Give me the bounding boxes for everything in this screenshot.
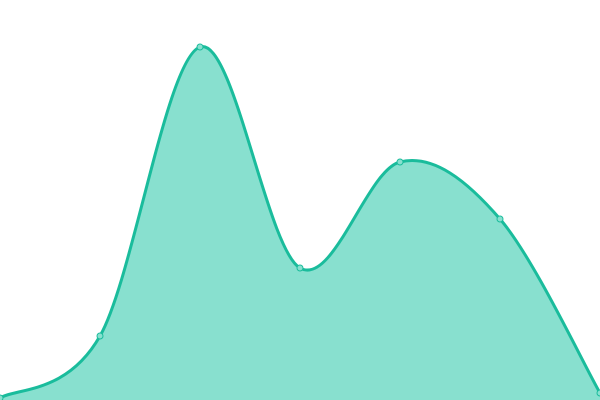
area-fill <box>0 46 600 400</box>
data-point-2 <box>196 43 204 51</box>
data-point-5 <box>496 215 504 223</box>
data-point-4 <box>396 158 404 166</box>
data-points <box>0 43 600 400</box>
data-point-0 <box>0 394 4 400</box>
data-point-1 <box>96 332 104 340</box>
data-point-3 <box>296 264 304 272</box>
data-point-6 <box>596 389 600 397</box>
